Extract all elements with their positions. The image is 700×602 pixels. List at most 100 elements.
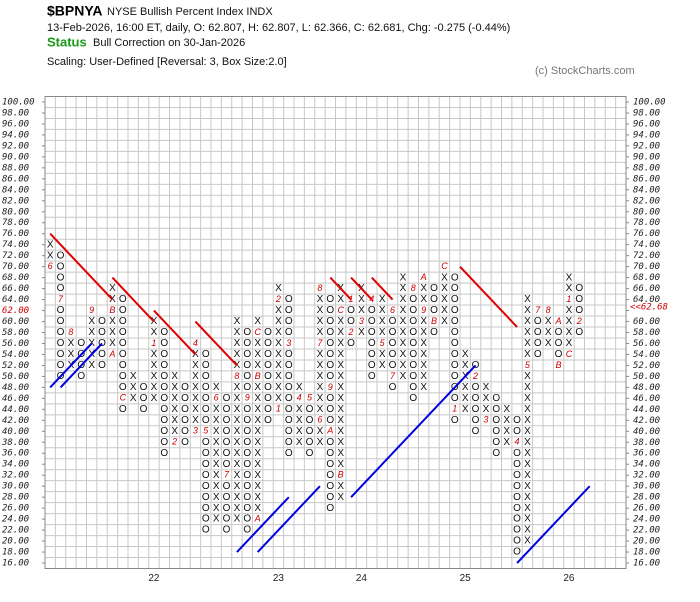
o-box: O [202, 393, 210, 404]
x-box: X [441, 283, 448, 294]
o-box: O [98, 349, 106, 360]
x-box: X [524, 294, 531, 305]
o-box: O [243, 503, 251, 514]
o-box: O [347, 316, 355, 327]
y-tick-label-right: 98.00 [633, 108, 660, 118]
x-box: X [524, 448, 531, 459]
y-tick-label: 54.00 [2, 350, 29, 360]
x-box: X [462, 349, 469, 360]
x-box: X [88, 338, 95, 349]
x-box: X [234, 415, 241, 426]
y-tick-label-right: 34.00 [632, 460, 660, 470]
y-tick-label: 26.00 [2, 504, 29, 514]
o-box: O [513, 536, 521, 547]
o-box: O [389, 349, 397, 360]
o-box: O [326, 371, 334, 382]
y-tick-label: 60.00 [2, 317, 29, 327]
x-box: X [151, 316, 158, 327]
o-box: O [223, 503, 231, 514]
y-tick-label: 98.00 [2, 108, 29, 118]
month-marker: 2 [275, 294, 281, 304]
o-box: O [451, 415, 459, 426]
o-box: O [223, 459, 231, 470]
y-tick-label: 46.00 [2, 394, 29, 404]
trendline [153, 309, 197, 356]
trendline [59, 342, 103, 389]
x-box: X [317, 404, 324, 415]
o-box: O [472, 426, 480, 437]
y-tick-label: 38.00 [1, 438, 29, 448]
month-marker: 6 [317, 415, 322, 425]
o-box: O [202, 525, 210, 536]
y-tick-label: 40.00 [2, 427, 29, 437]
o-box: O [160, 448, 168, 459]
o-box: O [534, 327, 542, 338]
o-box: O [389, 338, 397, 349]
y-tick-label: 52.00 [2, 361, 29, 371]
y-tick-label-right: 88.00 [633, 163, 660, 173]
y-tick-label-right: 80.00 [633, 207, 660, 217]
x-box: X [151, 393, 158, 404]
o-box: O [285, 327, 293, 338]
y-tick-label-right: 64.00 [633, 295, 660, 305]
o-box: O [472, 404, 480, 415]
x-box: X [254, 316, 261, 327]
month-marker: 9 [89, 305, 94, 315]
o-box: O [223, 448, 231, 459]
x-box: X [254, 393, 261, 404]
o-box: O [368, 360, 376, 371]
x-box: X [109, 338, 116, 349]
o-box: O [264, 415, 272, 426]
x-box: X [254, 426, 261, 437]
o-box: O [57, 261, 65, 272]
o-box: O [409, 382, 417, 393]
y-tick-label-right: 42.00 [633, 416, 660, 426]
x-box: X [296, 404, 303, 415]
x-box: X [171, 371, 178, 382]
o-box: O [368, 349, 376, 360]
x-box: X [524, 371, 531, 382]
x-box: X [462, 382, 469, 393]
x-box: X [234, 327, 241, 338]
x-box: X [234, 349, 241, 360]
y-tick-label: 20.00 [2, 537, 29, 547]
o-box: O [160, 382, 168, 393]
o-box: O [77, 338, 85, 349]
x-box: X [254, 338, 261, 349]
o-box: O [119, 338, 127, 349]
y-tick-label-right: 92.00 [633, 141, 660, 151]
x-box: X [88, 327, 95, 338]
x-box: X [524, 305, 531, 316]
o-box: O [57, 250, 65, 261]
y-tick-label-right: 100.00 [633, 97, 666, 107]
o-box: O [451, 305, 459, 316]
y-tick-label: 74.00 [2, 240, 29, 250]
o-box: O [347, 338, 355, 349]
x-box: X [171, 382, 178, 393]
o-box: O [202, 360, 210, 371]
o-box: O [181, 415, 189, 426]
x-box: X [337, 393, 344, 404]
trendline [516, 485, 591, 564]
x-box: X [254, 437, 261, 448]
o-box: O [181, 426, 189, 437]
x-box: X [234, 448, 241, 459]
y-tick-label: 32.00 [1, 471, 29, 481]
o-box: O [326, 294, 334, 305]
o-box: O [160, 404, 168, 415]
x-box: X [234, 459, 241, 470]
y-tick-label-right: 52.00 [633, 361, 660, 371]
o-box: O [243, 514, 251, 525]
x-box: X [213, 448, 220, 459]
o-box: O [119, 305, 127, 316]
o-box: O [98, 316, 106, 327]
x-box: X [317, 294, 324, 305]
o-box: O [451, 349, 459, 360]
x-box: X [171, 393, 178, 404]
o-box: O [326, 492, 334, 503]
month-marker: 5 [380, 338, 386, 348]
x-box: X [524, 536, 531, 547]
o-box: O [202, 481, 210, 492]
o-box: O [368, 371, 376, 382]
